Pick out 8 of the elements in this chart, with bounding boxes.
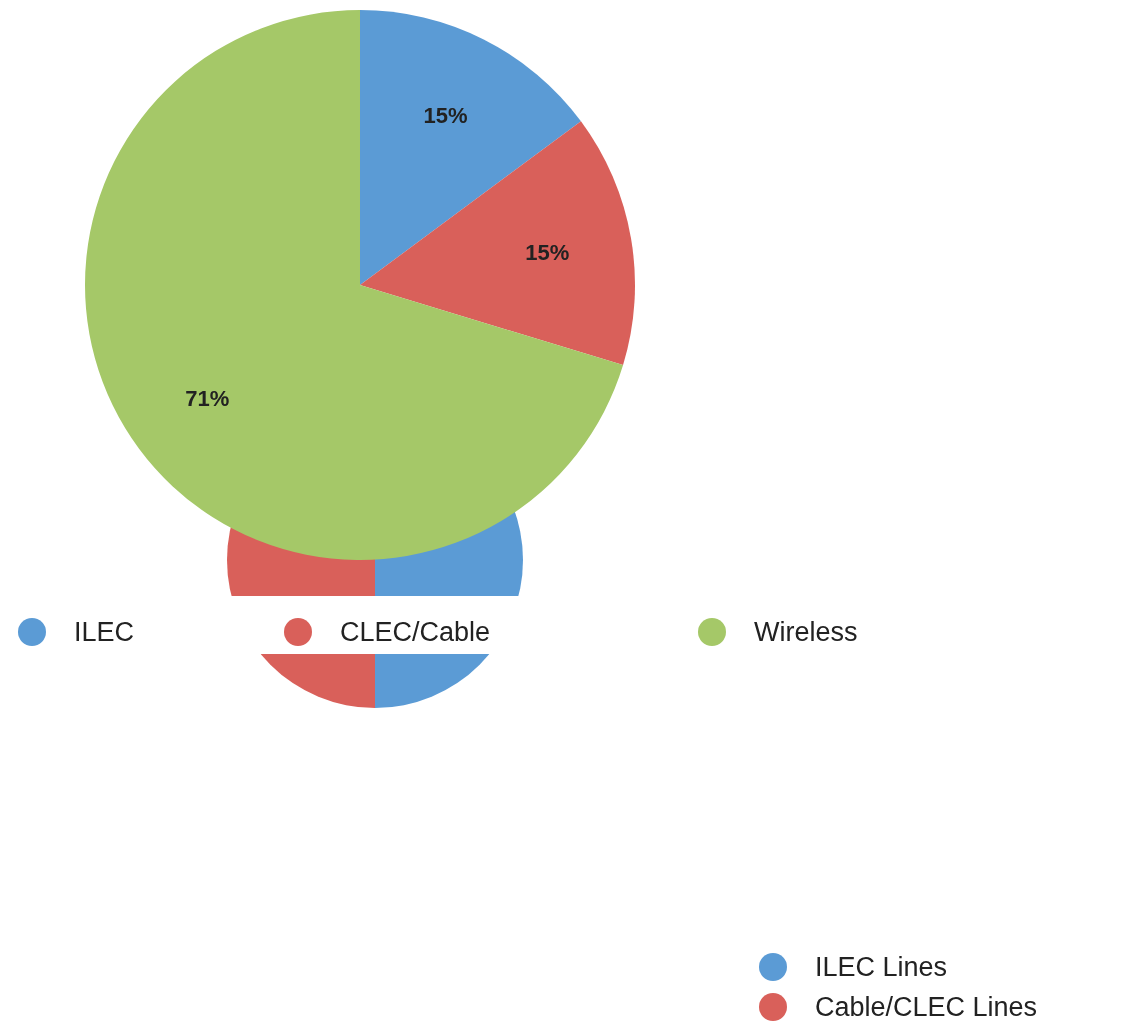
data-label: 15% [423,102,468,128]
legend-label: ILEC [74,617,135,647]
data-label: 71% [185,385,230,411]
data-label: 15% [525,240,570,266]
legend-label: Cable/CLEC Lines [815,992,1038,1022]
legend-label: CLEC/Cable [340,617,491,647]
legend-label: Wireless [754,617,858,647]
legend-label: ILEC Lines [815,952,948,982]
